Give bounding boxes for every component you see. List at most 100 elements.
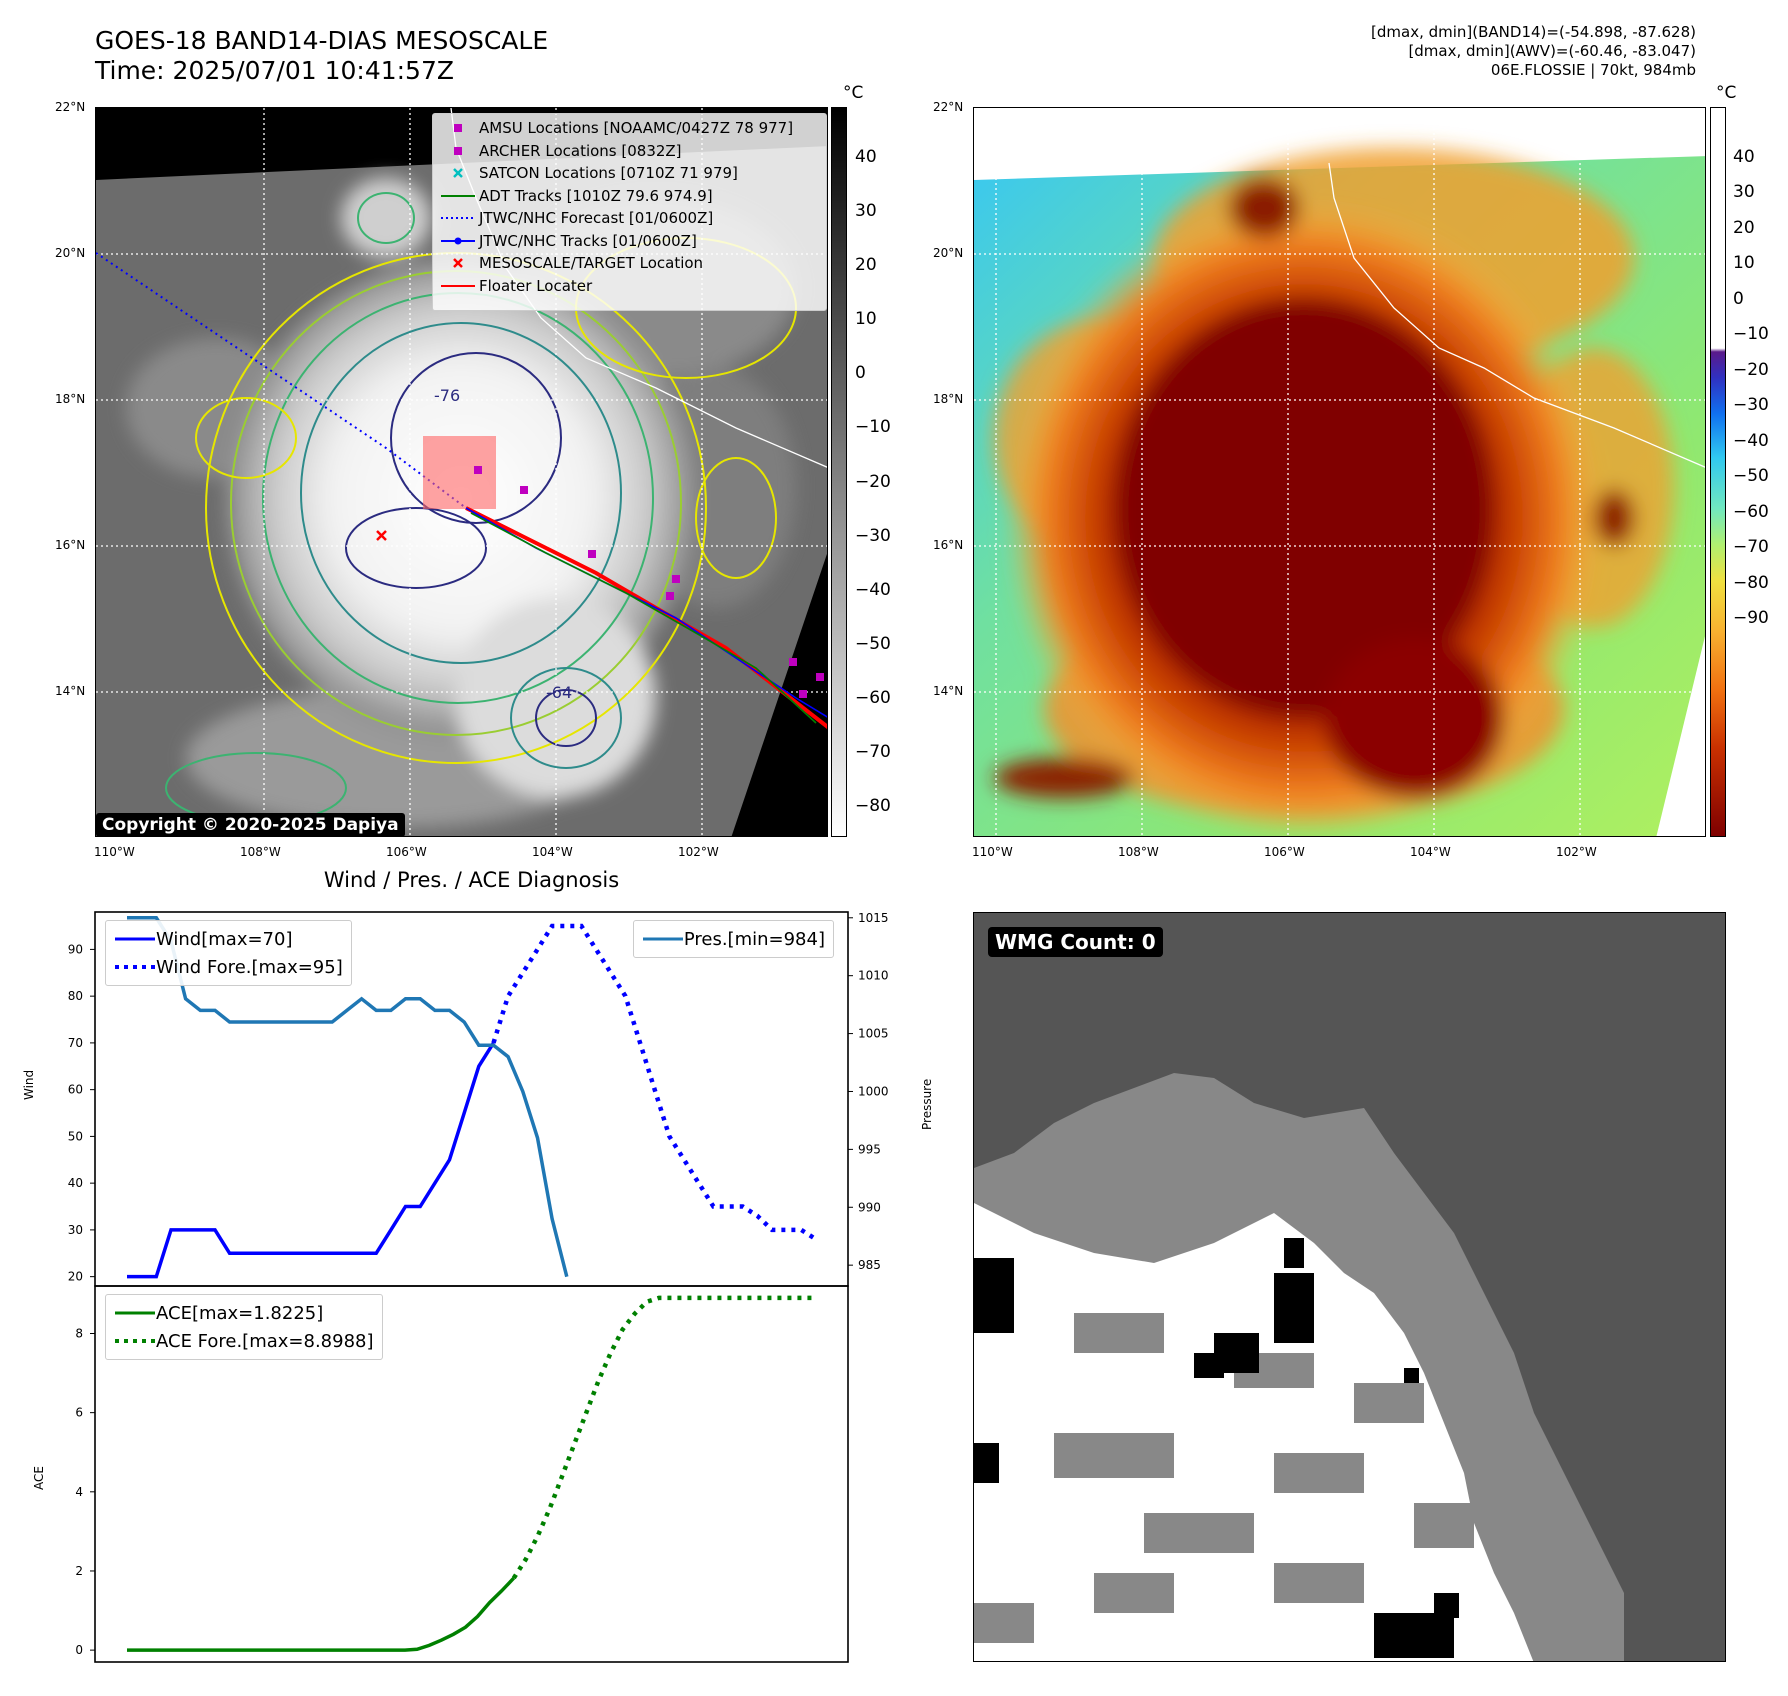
legend-solid-line-icon <box>114 1310 156 1316</box>
colorbar-tick: −40 <box>855 579 891 600</box>
lat-label: 20°N <box>55 246 86 260</box>
forecast-track <box>96 252 467 509</box>
colorbar-tick: −70 <box>1733 537 1769 558</box>
y-tick-label: 30 <box>68 1223 83 1237</box>
colorbar-tick: 20 <box>855 255 877 276</box>
lat-label: 20°N <box>933 246 964 260</box>
y2-tick-label: 1005 <box>858 1027 889 1041</box>
legend-item: JTWC/NHC Tracks [01/0600Z] <box>437 230 822 253</box>
series-line-2 <box>127 916 569 1278</box>
legend-square-icon <box>437 122 479 134</box>
right-colorbar <box>1710 107 1726 837</box>
floater-box <box>423 436 496 509</box>
legend-solid-line-icon <box>114 936 156 942</box>
right-colorbar-unit: °C <box>1716 83 1737 103</box>
lon-label: 106°W <box>1264 845 1305 859</box>
colorbar-tick: 30 <box>855 201 877 222</box>
colorbar-tick: 40 <box>855 147 877 167</box>
colorbar-tick: −50 <box>855 633 891 654</box>
left-map-legend: AMSU Locations [NOAAMC/0427Z 78 977] ARCH… <box>432 113 827 311</box>
colorbar-tick: −40 <box>1733 430 1769 451</box>
legend-item-wind: Wind[max=70] <box>114 925 343 953</box>
series-line-0 <box>127 1576 516 1652</box>
legend-x-icon <box>437 257 479 269</box>
y-tick-label: 2 <box>75 1564 83 1578</box>
legend-item-pressure: Pres.[min=984] <box>642 925 825 953</box>
series-line-1 <box>511 1295 816 1580</box>
y-tick-label: 0 <box>75 1643 83 1657</box>
colorbar-tick: −30 <box>855 525 891 546</box>
y2-tick-label: 1000 <box>858 1084 889 1098</box>
colorbar-tick: −70 <box>855 742 891 763</box>
legend-item-ace-forecast: ACE Fore.[max=8.8988] <box>114 1327 374 1355</box>
legend-solid-line-icon <box>642 936 684 942</box>
lat-label: 16°N <box>933 538 964 552</box>
lon-label: 110°W <box>94 845 135 859</box>
legend-dotted-icon <box>437 215 479 221</box>
colorbar-tick: 20 <box>1733 217 1755 238</box>
y2-tick-label: 985 <box>858 1258 881 1272</box>
legend-line-icon <box>437 193 479 199</box>
ace-legend: ACE[max=1.8225] ACE Fore.[max=8.8988] <box>105 1294 383 1360</box>
wind-legend: Wind[max=70] Wind Fore.[max=95] <box>105 920 352 986</box>
colorbar-tick: −20 <box>855 471 891 492</box>
copyright-label: Copyright © 2020-2025 Dapiya <box>96 813 405 836</box>
info-line3: 06E.FLOSSIE | 70kt, 984mb <box>1490 61 1696 79</box>
y-tick-label: 20 <box>68 1270 83 1284</box>
y-tick-label: 4 <box>75 1485 83 1499</box>
lon-label: 102°W <box>678 845 719 859</box>
diagnosis-title: Wind / Pres. / ACE Diagnosis <box>323 868 620 892</box>
ace-axis-label: ACE <box>32 1466 46 1490</box>
y-tick-label: 70 <box>68 1036 83 1050</box>
legend-item: Floater Locater <box>437 275 822 298</box>
right-map-panel <box>973 107 1706 837</box>
ace-svg: 0 2 4 6 8 <box>75 1285 849 1663</box>
lat-label: 14°N <box>55 684 86 698</box>
legend-item-ace: ACE[max=1.8225] <box>114 1299 374 1327</box>
adt-track <box>470 512 817 724</box>
colorbar-tick: −50 <box>1733 466 1769 487</box>
wind-axis-label: Wind <box>22 1069 36 1100</box>
colorbar-tick: −10 <box>855 417 891 438</box>
colorbar-tick: 40 <box>1733 147 1755 167</box>
colorbar-tick: 10 <box>855 309 877 330</box>
contour-label: -76 <box>434 386 460 405</box>
legend-line-dot-icon <box>437 237 479 245</box>
lon-label: 108°W <box>1118 845 1159 859</box>
right-map-gridlines <box>974 108 1705 836</box>
y-tick-label: 50 <box>68 1129 83 1143</box>
y-tick-label: 80 <box>68 989 83 1003</box>
wmg-panel: WMG Count: 0 <box>973 912 1726 1662</box>
lat-label: 22°N <box>55 100 86 114</box>
legend-item: ADT Tracks [1010Z 79.6 974.9] <box>437 185 822 208</box>
left-colorbar <box>831 107 847 837</box>
colorbar-tick: 0 <box>1733 288 1744 309</box>
colorbar-tick: −80 <box>1733 572 1769 593</box>
colorbar-tick: 30 <box>1733 182 1755 203</box>
y-tick-label: 8 <box>75 1326 83 1340</box>
colorbar-tick: −10 <box>1733 324 1769 345</box>
lat-label: 18°N <box>55 392 86 406</box>
lon-label: 104°W <box>1410 845 1451 859</box>
colorbar-tick: 10 <box>1733 253 1755 274</box>
legend-square-icon <box>437 145 479 157</box>
lon-label: 108°W <box>240 845 281 859</box>
lon-label: 110°W <box>972 845 1013 859</box>
wmg-count-label: WMG Count: 0 <box>988 927 1163 957</box>
y-tick-label: 40 <box>68 1176 83 1190</box>
lon-label: 106°W <box>386 845 427 859</box>
y2-tick-label: 1010 <box>858 969 889 983</box>
y-tick-label: 60 <box>68 1083 83 1097</box>
colorbar-tick: −30 <box>1733 395 1769 416</box>
legend-dotted-line-icon <box>114 964 156 970</box>
legend-x-icon <box>437 167 479 179</box>
colorbar-tick: −60 <box>855 687 891 708</box>
colorbar-tick: −20 <box>1733 359 1769 380</box>
legend-item: SATCON Locations [0710Z 71 979] <box>437 162 822 185</box>
wind-pressure-chart: 20 30 40 50 60 70 80 90 985 990 995 1000 1005 1010 101… <box>68 911 889 1287</box>
contour-label: -64 <box>546 683 572 702</box>
pressure-axis-label: Pressure <box>920 1078 934 1130</box>
y2-tick-label: 990 <box>858 1200 881 1214</box>
y2-tick-label: 995 <box>858 1142 881 1156</box>
legend-item: ARCHER Locations [0832Z] <box>437 140 822 163</box>
